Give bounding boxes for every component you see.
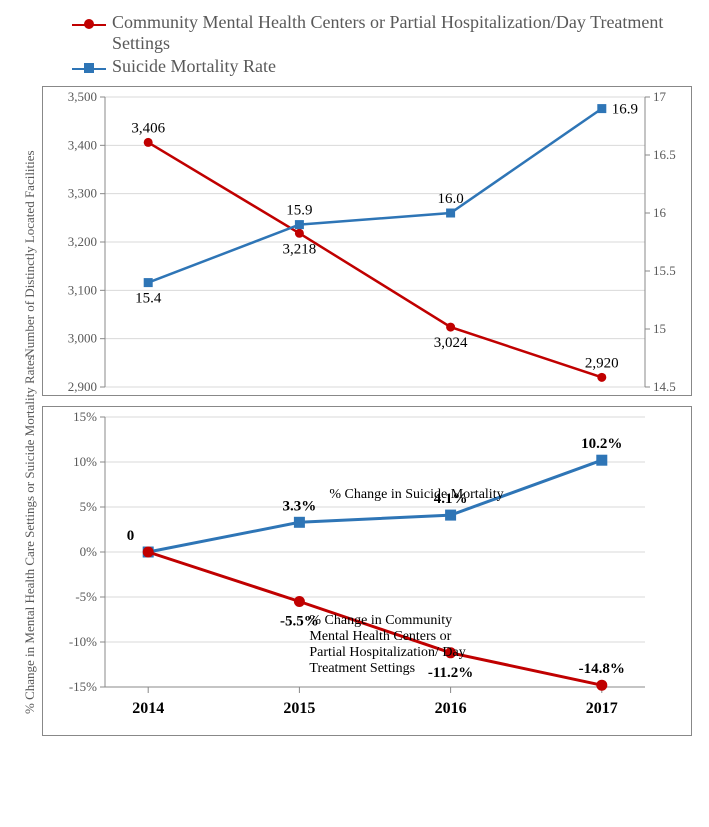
svg-text:3,000: 3,000 xyxy=(68,331,97,346)
svg-text:2016: 2016 xyxy=(435,700,467,717)
svg-text:3,100: 3,100 xyxy=(68,282,97,297)
svg-text:2,900: 2,900 xyxy=(68,379,97,394)
legend-label-red: Community Mental Health Centers or Parti… xyxy=(112,12,697,54)
svg-text:3,406: 3,406 xyxy=(131,120,165,136)
svg-text:15%: 15% xyxy=(73,409,97,424)
svg-text:3,300: 3,300 xyxy=(68,186,97,201)
svg-text:3,500: 3,500 xyxy=(68,89,97,104)
svg-text:3.3%: 3.3% xyxy=(283,498,317,514)
svg-text:Treatment Settings: Treatment Settings xyxy=(309,661,415,676)
svg-text:-15%: -15% xyxy=(69,679,97,694)
svg-text:2017: 2017 xyxy=(586,700,618,717)
top-chart: 2,900 3,000 3,100 3,200 3,300 3,400 3,500 14.5 1… xyxy=(42,86,692,396)
svg-text:2,920: 2,920 xyxy=(585,355,619,371)
svg-text:0%: 0% xyxy=(80,544,98,559)
svg-text:5%: 5% xyxy=(80,499,98,514)
svg-text:% Change in Community: % Change in Community xyxy=(309,613,452,628)
svg-text:2015: 2015 xyxy=(283,700,315,717)
legend: Community Mental Health Centers or Parti… xyxy=(72,12,697,78)
svg-text:15.4: 15.4 xyxy=(135,291,162,307)
svg-text:3,218: 3,218 xyxy=(283,241,317,257)
svg-text:15.5: 15.5 xyxy=(653,263,676,278)
svg-text:3,024: 3,024 xyxy=(434,335,468,351)
legend-marker-blue xyxy=(72,60,106,78)
svg-text:17: 17 xyxy=(653,89,667,104)
bottom-chart-ylabel: % Change in Mental Health Care Settings … xyxy=(22,414,38,714)
svg-text:-5%: -5% xyxy=(75,589,97,604)
svg-text:0: 0 xyxy=(127,528,135,544)
legend-marker-red xyxy=(72,16,106,34)
svg-text:-10%: -10% xyxy=(69,634,97,649)
svg-text:3,400: 3,400 xyxy=(68,137,97,152)
svg-text:15.9: 15.9 xyxy=(286,203,312,219)
legend-label-blue: Suicide Mortality Rate xyxy=(112,56,276,77)
svg-text:Mental Health Centers or: Mental Health Centers or xyxy=(309,629,451,644)
svg-text:16.0: 16.0 xyxy=(437,191,463,207)
svg-text:16.9: 16.9 xyxy=(612,102,638,118)
svg-text:10%: 10% xyxy=(73,454,97,469)
svg-text:16: 16 xyxy=(653,205,667,220)
svg-text:Partial Hospitalization/ Day: Partial Hospitalization/ Day xyxy=(309,645,465,660)
svg-text:15: 15 xyxy=(653,321,666,336)
svg-text:-11.2%: -11.2% xyxy=(428,665,473,681)
svg-text:3,200: 3,200 xyxy=(68,234,97,249)
svg-text:14.5: 14.5 xyxy=(653,379,676,394)
bottom-chart: -15% -10% -5% 0% 5% 10% 15% 2014 2015 2016 2017 3.3… xyxy=(42,406,692,736)
svg-text:2014: 2014 xyxy=(132,700,164,717)
svg-text:% Change in Suicide Mortality: % Change in Suicide Mortality xyxy=(329,487,503,502)
svg-text:-14.8%: -14.8% xyxy=(579,661,625,677)
legend-item-blue: Suicide Mortality Rate xyxy=(72,56,697,78)
svg-text:10.2%: 10.2% xyxy=(581,436,622,452)
legend-item-red: Community Mental Health Centers or Parti… xyxy=(72,12,697,54)
svg-text:16.5: 16.5 xyxy=(653,147,676,162)
